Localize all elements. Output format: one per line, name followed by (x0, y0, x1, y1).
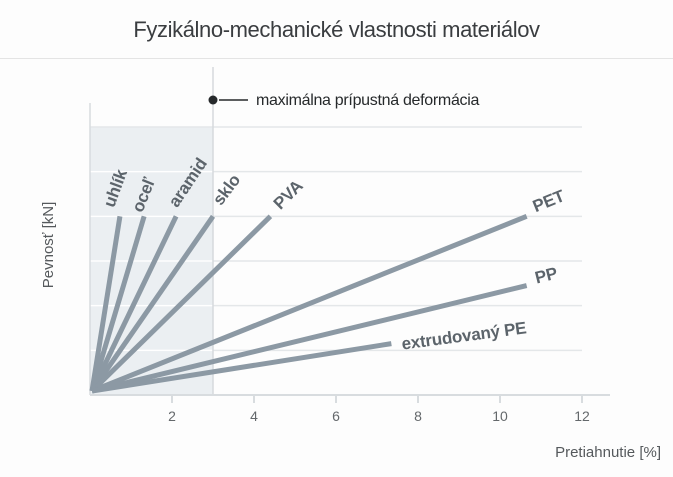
series-line-extrudovan-pe (91, 341, 392, 394)
series-line-pp (91, 283, 528, 394)
x-tick-label: 6 (332, 408, 340, 424)
annotation-dot (208, 95, 218, 105)
x-axis-title: Pretiahnutie [%] (555, 444, 661, 461)
y-axis-title: Pevnosť [kN] (40, 202, 57, 289)
x-tick-label: 8 (414, 408, 422, 424)
series-label-pp: PP (533, 264, 559, 288)
series-label-pva: PVA (270, 176, 307, 213)
series-label-pet: PET (530, 186, 568, 216)
series-line-pva (90, 214, 273, 393)
x-tick-label: 12 (574, 408, 590, 424)
x-tick-label: 4 (250, 408, 258, 424)
series-label-extrudovan-pe: extrudovaný PE (400, 318, 527, 353)
annotation-text: maximálna prípustná deformácia (256, 92, 480, 109)
series-label-sklo: sklo (209, 171, 244, 209)
series-line-sklo (89, 214, 216, 393)
series-line-uhl-k (89, 215, 123, 392)
x-tick-label: 10 (492, 408, 508, 424)
series-line-aramid (89, 215, 179, 393)
page-title: Fyzikálno-mechanické vlastnosti materiál… (133, 17, 540, 42)
x-tick-label: 2 (168, 408, 176, 424)
title-separator (0, 58, 673, 59)
series-line-oce (89, 215, 147, 392)
series-line-pet (91, 214, 528, 394)
